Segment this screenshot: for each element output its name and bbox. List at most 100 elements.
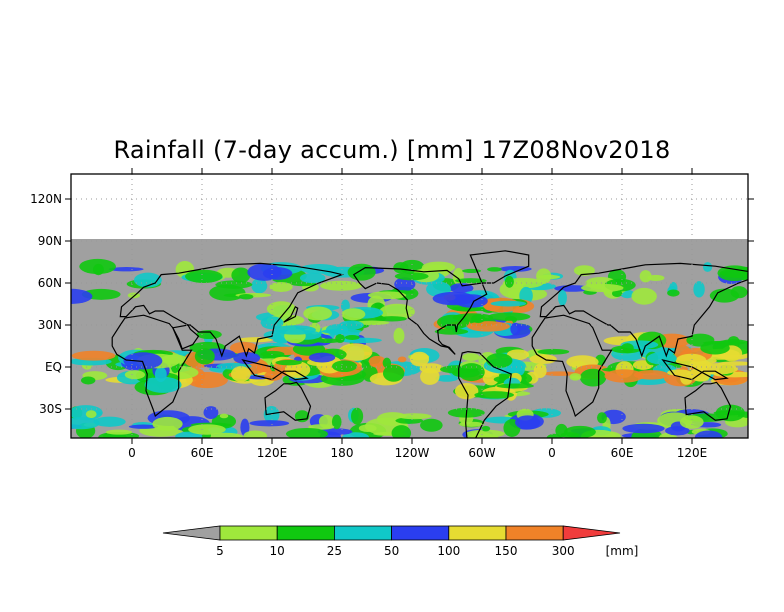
rain-patch (564, 425, 596, 438)
rain-patch (454, 383, 479, 400)
rain-patch (504, 275, 514, 288)
lon-label: 0 (548, 446, 556, 460)
lat-label: 60N (38, 276, 62, 290)
rain-patch (397, 356, 407, 363)
rain-patch (85, 410, 97, 419)
rain-patch (320, 280, 363, 291)
rain-patch (219, 413, 229, 419)
rain-patch (325, 324, 349, 336)
rain-patch (188, 424, 226, 435)
rain-patch (314, 338, 342, 344)
rain-patch (394, 277, 416, 292)
rain-patch (196, 330, 222, 340)
rain-patch (92, 263, 104, 276)
rain-patch (260, 350, 285, 358)
rain-patch (382, 364, 405, 382)
rain-patch (335, 334, 345, 344)
rain-patch (332, 360, 358, 373)
rain-patch (382, 357, 392, 369)
rain-patch (71, 288, 93, 304)
rain-patch (71, 417, 100, 430)
colorbar: 5 10 25 50 100 150 300 [mm] (162, 525, 639, 558)
coastline-south-america (458, 350, 512, 438)
rain-patch (558, 289, 567, 306)
rain-patch (303, 306, 333, 321)
rain-patch (458, 363, 485, 382)
coastline-arabia (171, 324, 200, 350)
rain-patch (249, 420, 290, 427)
rain-patch (481, 425, 491, 432)
rain-patch (124, 370, 146, 380)
lon-label: 120E (257, 446, 288, 460)
rain-patch (694, 430, 723, 438)
rain-patch (393, 327, 405, 344)
rain-patch (546, 433, 563, 438)
rain-patch (506, 349, 530, 361)
rain-patch (240, 418, 250, 437)
rain-patch (700, 341, 730, 355)
rain-patch (144, 376, 182, 393)
rain-patch (709, 288, 740, 303)
coastline-north-america-west (0, 268, 4, 275)
colorbar-swatch (505, 525, 564, 541)
coastline-indonesia (241, 359, 309, 381)
rain-patch (631, 287, 657, 305)
coastline-australia (264, 381, 312, 421)
rain-patch (449, 283, 474, 294)
rain-patch (194, 348, 215, 365)
rain-patch (341, 308, 366, 321)
coastline-europe-asia (119, 262, 345, 358)
rain-patch (105, 429, 133, 435)
colorbar-high-triangle (562, 525, 621, 541)
coastline-greenland (469, 250, 530, 284)
rain-patch (368, 355, 387, 368)
colorbar-swatch (391, 525, 450, 541)
rain-patch (633, 370, 669, 380)
rain-patch (338, 343, 373, 361)
lat-label: 30S (39, 402, 62, 416)
rain-patch (537, 274, 561, 280)
rain-patch (123, 352, 163, 370)
rain-patch (269, 281, 293, 292)
rain-patch (542, 371, 579, 376)
rain-patch (299, 272, 326, 284)
rain-patch (393, 262, 409, 274)
colorbar-swatch (276, 525, 335, 541)
rain-patch (185, 269, 223, 283)
rain-patch (152, 416, 183, 431)
rain-patch (496, 383, 534, 389)
rain-patch (487, 267, 502, 272)
colorbar-label: 5 (216, 544, 224, 558)
rain-patch (454, 278, 487, 284)
rain-patch (420, 418, 443, 432)
rain-patch (284, 361, 311, 379)
rain-patch (459, 421, 484, 427)
rain-patch (579, 368, 607, 387)
rain-patch (569, 373, 582, 381)
rain-patch (466, 431, 494, 438)
rain-patch (679, 415, 704, 429)
grid-lines (71, 174, 748, 438)
rain-patch (243, 430, 268, 438)
rain-patch (215, 280, 253, 289)
rain-patch (230, 366, 251, 382)
lon-label: 180 (331, 446, 354, 460)
lon-label: 60E (611, 446, 634, 460)
lon-label: 0 (128, 446, 136, 460)
rain-patch (391, 425, 412, 438)
coastline-europe-asia-2 (539, 262, 748, 358)
colorbar-unit: [mm] (606, 544, 639, 558)
rain-patch (154, 366, 167, 383)
coastline-africa (111, 314, 193, 418)
rain-patch (238, 293, 254, 300)
lat-label: 30N (38, 318, 62, 332)
rain-patch (108, 267, 144, 272)
rain-patch (308, 352, 336, 363)
rain-patch (596, 412, 607, 424)
rain-patch (435, 375, 458, 382)
rain-patch (647, 274, 665, 281)
rain-patch (488, 312, 531, 321)
rain-patch (260, 316, 284, 330)
colorbar-low-triangle (162, 525, 221, 541)
